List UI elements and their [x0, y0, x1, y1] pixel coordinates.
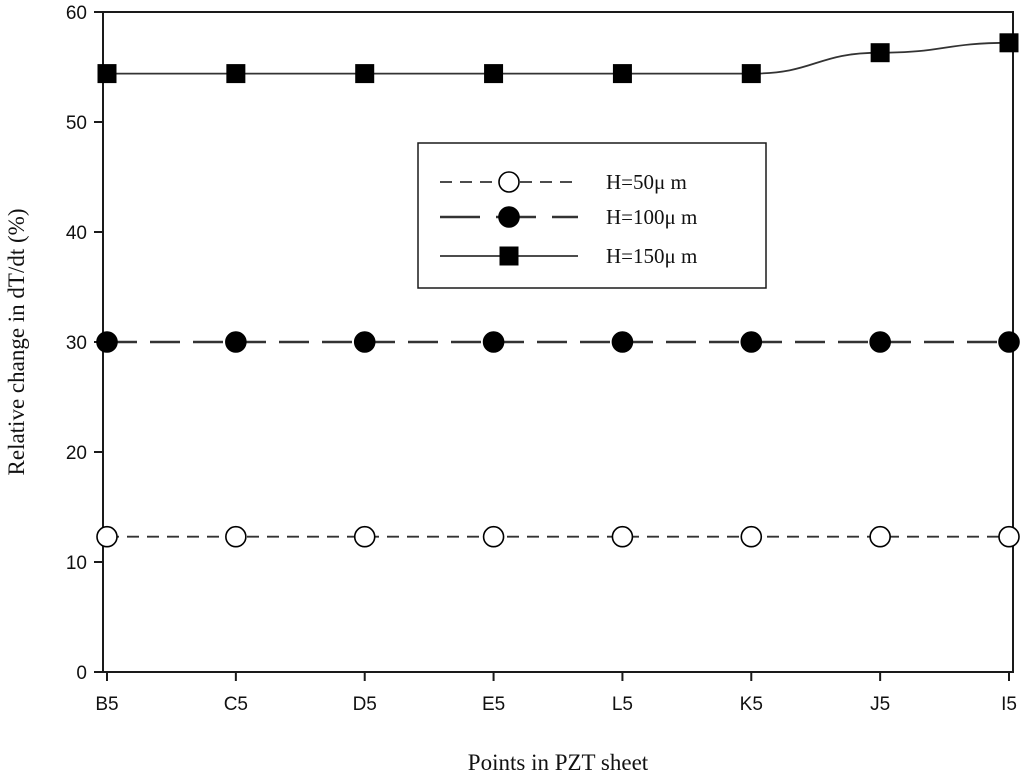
legend-items: H=50μ m H=100μ m H=150μ m [440, 170, 697, 268]
data-point [97, 64, 117, 84]
x-tick-label: E5 [482, 694, 505, 715]
x-axis-ticks [106, 672, 1010, 681]
data-point [353, 331, 376, 353]
legend-marker [498, 171, 520, 193]
legend-item: H=50μ m [440, 170, 687, 194]
x-tick-label: C5 [224, 694, 248, 715]
x-tick-label: B5 [95, 694, 118, 715]
legend-item: H=100μ m [440, 205, 697, 229]
y-axis-title: Relative change in dT/dt (%) [4, 209, 29, 476]
legend: H=50μ m H=100μ m H=150μ m [417, 142, 767, 289]
data-point [225, 525, 247, 548]
data-point [482, 525, 505, 548]
legend-label: H=100μ m [606, 205, 697, 229]
series-1 [96, 525, 1020, 548]
legend-label: H=150μ m [606, 244, 697, 268]
y-tick-label: 10 [66, 553, 87, 574]
data-point [869, 525, 891, 548]
series-3 [97, 33, 1019, 84]
data-point [741, 64, 761, 84]
legend-marker [498, 206, 520, 228]
x-tick-label: J5 [870, 694, 890, 715]
data-point [226, 64, 246, 84]
series-line [106, 41, 1010, 75]
data-point [225, 331, 247, 353]
data-point [96, 525, 118, 548]
data-point [611, 525, 634, 548]
series-2 [96, 331, 1020, 353]
x-tick-label: L5 [612, 694, 633, 715]
x-tick-label: D5 [353, 694, 377, 715]
y-tick-label: 0 [76, 663, 87, 684]
series-layer [96, 33, 1020, 548]
x-axis-title: Points in PZT sheet [468, 750, 649, 775]
data-point [998, 525, 1020, 548]
data-point [999, 33, 1019, 53]
data-point [612, 64, 632, 84]
data-point [96, 331, 118, 353]
x-axis-tick-labels: B5 C5 D5 E5 L5 K5 J5 I5 [95, 694, 1017, 715]
y-axis-tick-labels: 0 10 20 30 40 50 60 [66, 3, 87, 684]
y-tick-label: 40 [66, 223, 87, 244]
legend-item: H=150μ m [440, 244, 697, 268]
y-tick-label: 20 [66, 443, 87, 464]
data-point [740, 525, 763, 548]
data-point [998, 331, 1020, 353]
data-point [870, 43, 890, 63]
legend-marker [499, 246, 519, 266]
data-point [355, 64, 375, 84]
y-tick-label: 60 [66, 3, 87, 24]
y-tick-label: 30 [66, 333, 87, 354]
data-point [740, 331, 763, 353]
legend-label: H=50μ m [606, 170, 687, 194]
data-point [869, 331, 891, 353]
legend-frame [417, 142, 767, 289]
y-tick-label: 50 [66, 113, 87, 134]
data-point [484, 64, 504, 84]
data-point [482, 331, 505, 353]
data-point [353, 525, 376, 548]
x-tick-label: K5 [740, 694, 763, 715]
x-tick-label: I5 [1001, 694, 1017, 715]
data-point [611, 331, 634, 353]
